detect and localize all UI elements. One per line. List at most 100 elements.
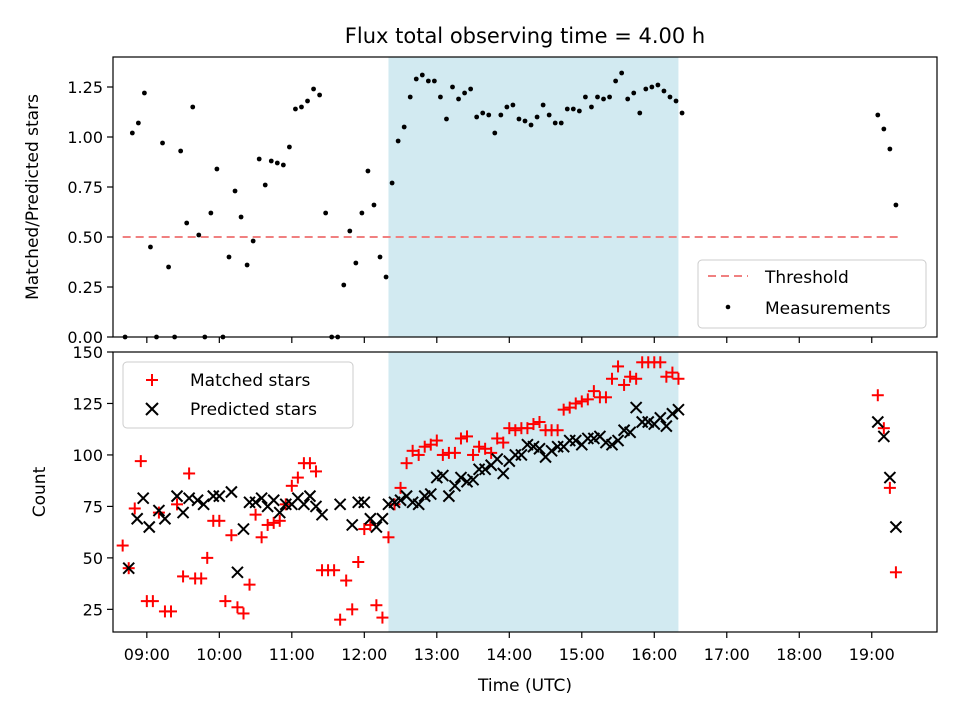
matched-star-marker xyxy=(219,595,232,608)
measurement-marker xyxy=(160,140,165,146)
measurement-marker xyxy=(534,114,540,120)
matched-star-marker xyxy=(309,465,322,478)
predicted-star-marker xyxy=(497,467,510,480)
counts-x-tick-label: 12:00 xyxy=(341,645,387,664)
ratio-y-axis: 0.00 0.25 0.50 0.75 1.00 1.25 xyxy=(67,78,113,347)
legend-matched-label: Matched stars xyxy=(190,371,310,391)
predicted-star-marker xyxy=(170,489,184,503)
measurement-marker xyxy=(516,116,522,122)
matched-star-marker xyxy=(376,611,389,624)
measurement-marker xyxy=(474,114,480,120)
measurement-marker xyxy=(887,146,893,152)
measurement-marker xyxy=(190,104,196,110)
predicted-star-marker xyxy=(412,498,425,511)
predicted-star-marker xyxy=(273,506,286,519)
predicted-star-marker xyxy=(545,444,558,458)
measurement-marker xyxy=(661,88,667,94)
measurement-marker xyxy=(625,96,631,102)
matched-star-marker xyxy=(177,570,190,583)
legend-predicted-swatch xyxy=(145,402,159,416)
ratio-y-tick-label: 0.00 xyxy=(67,328,103,347)
measurement-marker xyxy=(166,264,171,270)
counts-x-tick-label: 10:00 xyxy=(196,645,242,664)
counts-y-tick-label: 25 xyxy=(83,600,103,619)
matched-star-marker xyxy=(400,457,413,470)
measurement-marker xyxy=(365,168,371,174)
measurement-marker xyxy=(522,118,528,124)
matched-star-marker xyxy=(889,566,902,579)
predicted-star-marker xyxy=(237,522,250,536)
matched-star-marker xyxy=(467,448,480,461)
predicted-star-marker xyxy=(152,504,166,517)
matched-star-marker xyxy=(382,531,395,544)
matched-star-marker xyxy=(666,366,679,379)
legend-measurements-label: Measurements xyxy=(765,299,891,319)
predicted-star-marker xyxy=(197,498,210,511)
matched-star-marker xyxy=(672,372,685,385)
ratio-y-axis-label: Matched/Predicted stars xyxy=(23,94,43,300)
counts-x-tick-label: 09:00 xyxy=(124,645,170,664)
legend-measurements-swatch xyxy=(725,304,731,310)
counts-x-tick-label: 13:00 xyxy=(414,645,460,664)
counts-y-tick-label: 50 xyxy=(83,549,103,568)
measurement-marker xyxy=(214,166,220,172)
predicted-star-marker xyxy=(491,452,504,466)
counts-panel: 25 50 75 100 125 150 09:00 10:00 11:00 12:00 13:0… xyxy=(30,343,938,696)
predicted-star-marker xyxy=(376,512,389,525)
measurement-marker xyxy=(293,106,298,112)
measurement-marker xyxy=(311,86,316,92)
counts-y-tick-label: 150 xyxy=(72,343,103,362)
predicted-star-marker xyxy=(515,448,528,462)
matched-star-marker xyxy=(388,498,401,511)
measurement-marker xyxy=(244,262,250,268)
measurement-marker xyxy=(232,188,238,194)
predicted-star-marker xyxy=(370,520,383,534)
matched-star-marker xyxy=(243,578,256,591)
matched-star-marker xyxy=(569,397,582,410)
predicted-star-marker xyxy=(249,496,262,509)
measurement-marker xyxy=(601,96,606,102)
matched-star-marker xyxy=(883,481,896,494)
matched-star-marker xyxy=(581,393,594,406)
measurement-marker xyxy=(413,76,419,82)
predicted-star-marker xyxy=(448,479,462,493)
measurement-marker xyxy=(893,202,899,208)
matched-star-marker xyxy=(273,514,286,527)
counts-x-axis-label: Time (UTC) xyxy=(477,676,572,696)
predicted-star-marker xyxy=(346,518,359,532)
predicted-star-marker xyxy=(478,463,492,476)
measurement-marker xyxy=(377,254,383,260)
measurement-marker xyxy=(419,72,425,78)
counts-legend: Matched stars Predicted stars xyxy=(122,361,354,429)
legend-matched-swatch xyxy=(146,374,158,386)
measurement-marker xyxy=(456,96,461,102)
counts-x-tick-label: 19:00 xyxy=(849,645,895,664)
measurement-marker xyxy=(619,70,625,76)
predicted-star-marker xyxy=(231,566,244,579)
measurement-marker xyxy=(317,92,323,98)
matched-star-marker xyxy=(146,595,159,608)
measurement-marker xyxy=(148,244,153,250)
matched-star-marker xyxy=(454,432,467,445)
measurement-marker xyxy=(347,228,353,234)
matched-star-marker xyxy=(424,438,437,451)
measurement-marker xyxy=(395,138,401,144)
predicted-star-marker xyxy=(442,489,456,503)
predicted-star-marker xyxy=(877,430,891,443)
matched-star-marker xyxy=(418,440,431,453)
matched-star-marker xyxy=(521,422,534,435)
matched-star-marker xyxy=(128,502,141,515)
measurement-marker xyxy=(371,202,377,208)
predicted-star-marker xyxy=(605,438,619,451)
measurement-marker xyxy=(881,126,887,132)
predicted-star-marker xyxy=(569,434,582,447)
matched-star-marker xyxy=(116,539,129,552)
measurement-marker xyxy=(450,84,455,90)
matched-star-marker xyxy=(261,518,274,531)
matched-star-marker xyxy=(605,372,618,385)
ratio-y-tick-label: 0.25 xyxy=(67,278,103,297)
measurement-marker xyxy=(510,102,516,108)
matched-star-marker xyxy=(171,498,184,511)
matched-star-marker xyxy=(503,422,516,435)
measurement-marker xyxy=(280,162,286,168)
